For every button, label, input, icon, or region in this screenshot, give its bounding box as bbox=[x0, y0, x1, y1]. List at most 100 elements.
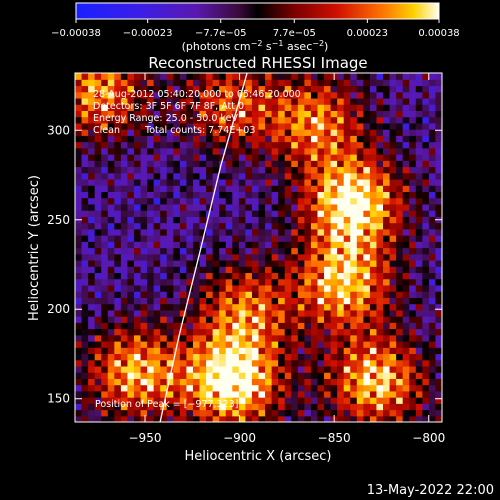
heatmap-cell bbox=[409, 185, 417, 193]
heatmap-cell bbox=[88, 129, 96, 136]
heatmap-cell bbox=[107, 160, 115, 168]
heatmap-cell bbox=[212, 259, 220, 267]
heatmap-cell bbox=[88, 266, 96, 274]
heatmap-cell bbox=[310, 154, 319, 161]
heatmap-cell bbox=[330, 178, 338, 186]
heatmap-cell bbox=[310, 378, 319, 386]
heatmap-cell bbox=[199, 328, 207, 336]
heatmap-cell bbox=[199, 397, 207, 404]
heatmap-cell bbox=[278, 359, 286, 367]
heatmap-cell bbox=[94, 73, 102, 80]
heatmap-cell bbox=[88, 384, 96, 392]
heatmap-cell bbox=[160, 191, 168, 199]
heatmap-cell bbox=[265, 160, 273, 168]
heatmap-cell bbox=[147, 316, 155, 323]
heatmap-cell bbox=[75, 284, 83, 292]
heatmap-cell bbox=[324, 384, 332, 392]
heatmap-cell bbox=[94, 353, 102, 361]
heatmap-cell bbox=[179, 309, 188, 317]
heatmap-cell bbox=[383, 365, 391, 373]
heatmap-cell bbox=[422, 253, 430, 261]
heatmap-cell bbox=[278, 166, 286, 174]
heatmap-cell bbox=[265, 340, 273, 348]
heatmap-cell bbox=[297, 278, 305, 286]
heatmap-cell bbox=[258, 284, 266, 292]
heatmap-cell bbox=[94, 222, 102, 230]
heatmap-cell bbox=[238, 191, 246, 199]
heatmap-cell bbox=[251, 241, 260, 249]
heatmap-cell bbox=[415, 73, 423, 80]
heatmap-cell bbox=[356, 397, 364, 404]
heatmap-cell bbox=[402, 147, 410, 155]
heatmap-cell bbox=[88, 353, 96, 361]
heatmap-cell bbox=[409, 228, 417, 236]
heatmap-cell bbox=[133, 403, 142, 411]
heatmap-cell bbox=[409, 241, 417, 249]
heatmap-cell bbox=[166, 185, 174, 193]
heatmap-cell bbox=[173, 116, 181, 124]
heatmap-cell bbox=[291, 116, 299, 124]
heatmap-cell bbox=[212, 303, 220, 311]
heatmap-cell bbox=[343, 110, 351, 118]
heatmap-cell bbox=[153, 384, 161, 392]
heatmap-cell bbox=[192, 154, 201, 161]
heatmap-cell bbox=[192, 97, 201, 105]
heatmap-cell bbox=[238, 353, 246, 361]
heatmap-cell bbox=[186, 409, 194, 417]
heatmap-cell bbox=[402, 340, 410, 348]
heatmap-cell bbox=[291, 235, 299, 242]
heatmap-cell bbox=[160, 284, 168, 292]
heatmap-cell bbox=[284, 110, 292, 118]
heatmap-cell bbox=[101, 353, 109, 361]
heatmap-cell bbox=[114, 278, 122, 286]
heatmap-cell bbox=[343, 384, 351, 392]
heatmap-cell bbox=[337, 397, 345, 404]
heatmap-cell bbox=[88, 147, 96, 155]
heatmap-cell bbox=[232, 185, 240, 193]
heatmap-cell bbox=[376, 365, 384, 373]
heatmap-cell bbox=[114, 316, 122, 323]
heatmap-cell bbox=[278, 378, 286, 386]
heatmap-cell bbox=[297, 104, 305, 111]
heatmap-cell bbox=[153, 253, 161, 261]
heatmap-cell bbox=[192, 347, 201, 355]
heatmap-cell bbox=[435, 334, 442, 342]
heatmap-cell bbox=[278, 122, 286, 130]
heatmap-cell bbox=[356, 272, 364, 280]
heatmap-cell bbox=[153, 241, 161, 249]
heatmap-cell bbox=[186, 85, 194, 93]
heatmap-cell bbox=[415, 403, 423, 411]
heatmap-cell bbox=[337, 160, 345, 168]
heatmap-cell bbox=[251, 122, 260, 130]
heatmap-cell bbox=[212, 353, 220, 361]
heatmap-cell bbox=[199, 228, 207, 236]
heatmap-cell bbox=[114, 154, 122, 161]
heatmap-cell bbox=[166, 397, 174, 404]
heatmap-cell bbox=[107, 347, 115, 355]
heatmap-cell bbox=[88, 284, 96, 292]
heatmap-cell bbox=[330, 309, 338, 317]
heatmap-cell bbox=[219, 185, 227, 193]
heatmap-cell bbox=[232, 347, 240, 355]
heatmap-cell bbox=[363, 253, 371, 261]
heatmap-cell bbox=[81, 297, 89, 305]
heatmap-cell bbox=[415, 390, 423, 398]
heatmap-cell bbox=[133, 340, 142, 348]
heatmap-cell bbox=[120, 334, 129, 342]
heatmap-cell bbox=[225, 334, 233, 342]
heatmap-cell bbox=[383, 272, 391, 280]
heatmap-cell bbox=[173, 390, 181, 398]
heatmap-cell bbox=[192, 403, 201, 411]
heatmap-cell bbox=[147, 104, 155, 111]
heatmap-cell bbox=[88, 316, 96, 323]
heatmap-cell bbox=[206, 397, 214, 404]
heatmap-cell bbox=[435, 266, 442, 274]
heatmap-cell bbox=[107, 147, 115, 155]
heatmap-cell bbox=[88, 85, 96, 93]
heatmap-cell bbox=[363, 185, 371, 193]
heatmap-cell bbox=[186, 178, 194, 186]
heatmap-cell bbox=[337, 178, 345, 186]
heatmap-cell bbox=[179, 104, 188, 111]
heatmap-cell bbox=[219, 409, 227, 417]
heatmap-cell bbox=[212, 228, 220, 236]
